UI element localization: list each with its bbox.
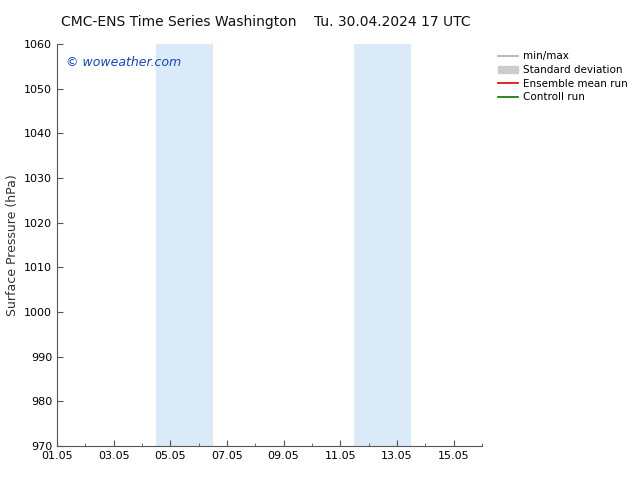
Y-axis label: Surface Pressure (hPa): Surface Pressure (hPa) <box>6 174 18 316</box>
Legend: min/max, Standard deviation, Ensemble mean run, Controll run: min/max, Standard deviation, Ensemble me… <box>496 49 630 104</box>
Text: © woweather.com: © woweather.com <box>65 56 181 69</box>
Bar <box>156 44 213 446</box>
Bar <box>354 44 411 446</box>
Text: CMC-ENS Time Series Washington    Tu. 30.04.2024 17 UTC: CMC-ENS Time Series Washington Tu. 30.04… <box>61 15 471 29</box>
